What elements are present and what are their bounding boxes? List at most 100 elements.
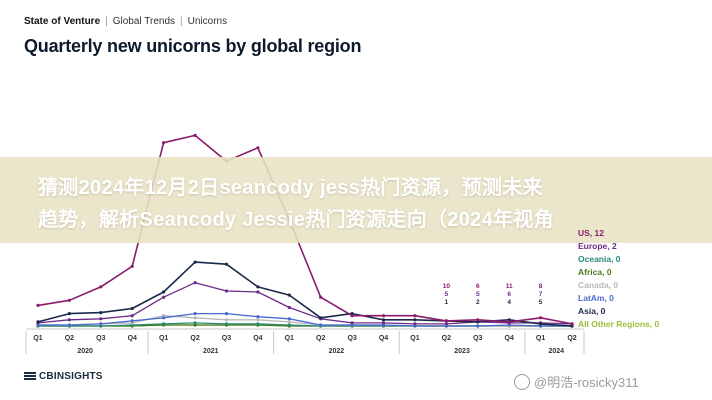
breadcrumb: State of Venture | Global Trends | Unicorns [24, 16, 227, 27]
data-point [476, 318, 480, 322]
series-line-latam [38, 312, 572, 327]
cbinsights-logo: CBINSIGHTS [24, 371, 103, 382]
data-point [130, 314, 134, 318]
data-point [162, 322, 166, 326]
data-point [224, 318, 229, 322]
series-lines [36, 133, 574, 328]
data-point [99, 311, 103, 315]
watermark-text: @明浩-rosicky311 [534, 375, 639, 390]
data-point [193, 133, 197, 137]
legend-entry: LatAm, 0 [578, 293, 614, 303]
year-label: 2021 [203, 348, 219, 355]
data-point [193, 312, 197, 316]
data-point [162, 141, 166, 145]
year-label: 2024 [549, 348, 565, 355]
data-point [287, 317, 291, 321]
data-label: 5 [445, 291, 449, 298]
x-tick-label: Q1 [536, 335, 545, 342]
year-label: 2022 [329, 348, 345, 355]
legend-entry: Europe, 2 [578, 241, 617, 251]
x-tick-label: Q1 [410, 335, 419, 342]
data-point [99, 322, 103, 326]
data-label: 4 [507, 299, 511, 306]
x-tick-label: Q4 [505, 335, 514, 342]
data-point [67, 323, 71, 327]
data-point [381, 321, 386, 325]
x-tick-label: Q4 [253, 335, 262, 342]
overlay-banner: 猜测2024年12月2日seancody jess热门资源，预测未来 趋势，解析… [0, 157, 712, 243]
data-label: 5 [539, 299, 543, 306]
legend-entry: Canada, 0 [578, 280, 619, 290]
data-point [507, 320, 511, 324]
data-point [444, 322, 448, 326]
data-label: 8 [539, 283, 543, 290]
banner-text-line-2: 趋势，解析Seancody Jessie热门资源走向（2024年视角 [38, 209, 554, 231]
data-label: 5 [476, 291, 480, 298]
data-point [67, 312, 71, 316]
breadcrumb-item-unicorns[interactable]: Unicorns [187, 16, 228, 27]
breadcrumb-item-state-of-venture[interactable]: State of Venture [24, 16, 101, 27]
legend-entry: Asia, 0 [578, 306, 606, 316]
x-tick-label: Q3 [222, 335, 231, 342]
x-tick-label: Q4 [128, 335, 137, 342]
watermark: @明浩-rosicky311 [514, 372, 639, 391]
data-point [67, 298, 71, 302]
data-point [224, 289, 229, 293]
data-point [476, 324, 480, 328]
data-point [350, 314, 354, 318]
data-point [319, 316, 323, 320]
x-tick-label: Q2 [190, 335, 199, 342]
series-line-us [37, 134, 573, 325]
data-point [256, 322, 260, 326]
data-point [413, 322, 417, 326]
data-point [319, 295, 323, 299]
x-tick-label: Q1 [285, 335, 294, 342]
x-tick-label: Q1 [159, 335, 168, 342]
x-tick-label: Q3 [347, 335, 356, 342]
data-point [287, 323, 291, 327]
data-point [444, 319, 448, 323]
data-label: 6 [507, 291, 511, 298]
weibo-icon [514, 374, 530, 390]
data-point [36, 320, 40, 324]
data-point [287, 305, 291, 310]
data-point [193, 281, 197, 285]
data-label: 11 [506, 283, 513, 290]
data-label: 6 [476, 283, 480, 290]
x-tick-label: Q2 [442, 335, 451, 342]
data-point [287, 293, 291, 297]
data-point [130, 319, 134, 323]
data-point [570, 322, 574, 326]
series-line-asia [37, 261, 573, 327]
legend-entry: Oceania, 0 [578, 254, 621, 264]
data-point [36, 303, 40, 307]
data-point [256, 146, 260, 150]
data-point [256, 290, 260, 294]
data-point [350, 321, 354, 325]
data-label: 2 [476, 299, 480, 306]
data-point [224, 262, 229, 266]
data-point [67, 318, 71, 322]
data-point [381, 318, 386, 322]
data-point [193, 316, 197, 320]
data-point [539, 316, 543, 320]
legend-entry: All Other Regions, 0 [578, 319, 660, 329]
data-point [99, 317, 103, 321]
year-label: 2023 [454, 348, 470, 355]
data-point [413, 314, 417, 318]
series-line-europe [37, 282, 573, 325]
data-point [287, 320, 291, 324]
data-point [224, 322, 229, 326]
breadcrumb-separator: | [105, 16, 108, 27]
data-point [99, 285, 103, 289]
logo-text: CBINSIGHTS [39, 371, 103, 382]
legend-entry: US, 12 [578, 228, 604, 238]
data-point [539, 322, 543, 326]
chart-title: Quarterly new unicorns by global region [24, 36, 362, 56]
year-label: 2020 [77, 348, 93, 355]
data-point [193, 260, 197, 264]
breadcrumb-item-global-trends[interactable]: Global Trends [112, 16, 176, 27]
data-point [413, 318, 417, 322]
